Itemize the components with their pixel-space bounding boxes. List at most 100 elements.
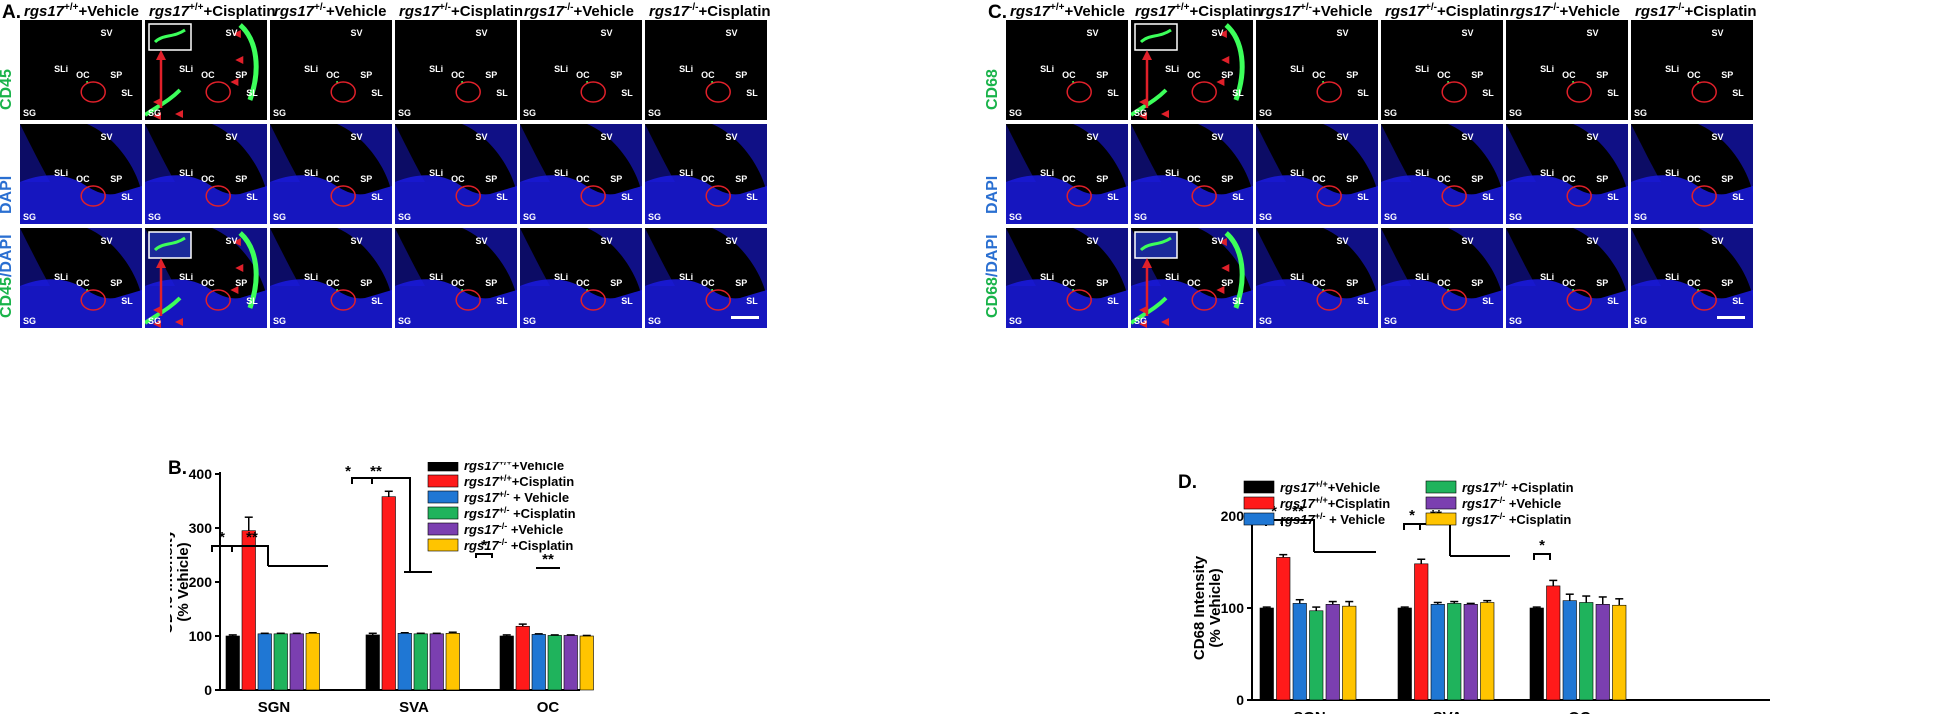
anatomy-label-sp: SP — [360, 278, 372, 288]
bar — [547, 635, 562, 691]
micrograph-tile: SV SLi OC SP SL SG — [395, 20, 517, 120]
column-genotype: +/+ — [1050, 2, 1065, 13]
column-gene: rgs17 — [1510, 3, 1551, 20]
anatomy-label-sp: SP — [1471, 174, 1483, 184]
anatomy-label-sv: SV — [1212, 28, 1224, 38]
error-bar — [1345, 600, 1354, 607]
anatomy-label-sl: SL — [621, 192, 633, 202]
anatomy-label-sli: SLi — [1290, 272, 1304, 282]
x-category-label: SVA — [399, 699, 429, 714]
anatomy-label-sl: SL — [621, 88, 633, 98]
error-bar — [448, 631, 457, 634]
error-bar — [1615, 598, 1624, 606]
significance-marker: * — [1409, 507, 1415, 524]
row-label-part: CD45 — [0, 277, 15, 318]
svg-text:rgs17+/++Vehicle: rgs17+/++Vehicle — [1280, 479, 1380, 495]
error-bar — [1328, 600, 1337, 605]
column-genotype: +/- — [1300, 2, 1312, 13]
column-gene: rgs17 — [524, 3, 565, 20]
column-header-a-0: rgs17+/++Vehicle — [24, 2, 139, 20]
anatomy-label-sg: SG — [1134, 212, 1147, 222]
anatomy-label-sli: SLi — [679, 64, 693, 74]
column-header-c-4: rgs17-/-+Vehicle — [1510, 2, 1620, 20]
anatomy-label-sv: SV — [226, 132, 238, 142]
anatomy-label-sv: SV — [1712, 132, 1724, 142]
column-genotype: +/- — [439, 2, 451, 13]
anatomy-label-sp: SP — [610, 174, 622, 184]
legend-entry: rgs17+/- +Cisplatin — [427, 505, 576, 521]
anatomy-label-sli: SLi — [1415, 168, 1429, 178]
column-header-a-3: rgs17+/-+Cisplatin — [399, 2, 523, 20]
column-genotype: +/+ — [189, 2, 204, 13]
anatomy-label-oc: OC — [451, 70, 465, 80]
significance-marker: * — [481, 537, 487, 554]
row-label-part: CD68 — [984, 69, 1001, 110]
column-gene: rgs17 — [149, 3, 190, 20]
anatomy-label-sli: SLi — [304, 64, 318, 74]
row-label-a-1: DAPI — [0, 176, 16, 214]
anatomy-label-sg: SG — [1634, 108, 1647, 118]
significance-marker: ** — [1292, 503, 1304, 520]
bar — [1529, 607, 1544, 701]
micrograph-tile: SV SLi OC SP SL SG — [520, 20, 642, 120]
anatomy-label-sv: SV — [601, 132, 613, 142]
micrograph-tile: SV SLi OC SP SL SG — [645, 228, 767, 328]
x-category-label: OC — [537, 699, 560, 714]
significance-marker: ** — [370, 463, 382, 480]
column-genotype: +/+ — [64, 2, 79, 13]
anatomy-label-sl: SL — [1107, 88, 1119, 98]
anatomy-label-sp: SP — [735, 278, 747, 288]
svg-text:rgs17-/- +Cisplatin: rgs17-/- +Cisplatin — [1462, 511, 1571, 527]
anatomy-label-sl: SL — [1482, 192, 1494, 202]
column-header-a-1: rgs17+/++Cisplatin — [149, 2, 276, 20]
micrograph-tile: SV SLi OC SP SL SG — [520, 228, 642, 328]
bar — [225, 635, 240, 691]
error-bar — [400, 632, 409, 634]
anatomy-label-sg: SG — [1009, 316, 1022, 326]
anatomy-label-sg: SG — [398, 108, 411, 118]
anatomy-label-oc: OC — [451, 278, 465, 288]
anatomy-label-sl: SL — [1732, 88, 1744, 98]
anatomy-label-sg: SG — [1259, 108, 1272, 118]
error-bar — [1598, 596, 1607, 605]
row-label-part: CD45 — [0, 69, 15, 110]
anatomy-label-oc: OC — [1312, 70, 1326, 80]
anatomy-label-sli: SLi — [554, 272, 568, 282]
anatomy-label-oc: OC — [1312, 278, 1326, 288]
error-bar — [416, 632, 425, 635]
anatomy-label-sli: SLi — [1665, 64, 1679, 74]
x-category-label: SVA — [1433, 709, 1463, 714]
row-label-part: /DAPI — [984, 234, 1001, 278]
error-bar — [1582, 595, 1591, 603]
micrograph-tile: SV SLi OC SP SL SG — [1256, 124, 1378, 224]
column-header-c-0: rgs17+/++Vehicle — [1010, 2, 1125, 20]
y-axis-label-unit: (% Vehicle) — [1207, 568, 1224, 647]
legend-entry: rgs17+/++Vehicle — [427, 462, 564, 473]
column-treatment: +Cisplatin — [1684, 3, 1757, 20]
micrograph-tile: SV SLi OC SP SL SG — [145, 228, 267, 328]
error-bar — [292, 632, 301, 635]
anatomy-label-sg: SG — [1259, 212, 1272, 222]
anatomy-label-sp: SP — [610, 70, 622, 80]
anatomy-label-sli: SLi — [1165, 272, 1179, 282]
micrograph-tile: SV SLi OC SP SL SG — [1631, 20, 1753, 120]
anatomy-label-oc: OC — [1437, 174, 1451, 184]
anatomy-label-sli: SLi — [679, 168, 693, 178]
column-genotype: +/- — [1425, 2, 1437, 13]
row-label-part: DAPI — [0, 175, 15, 214]
anatomy-label-sg: SG — [523, 316, 536, 326]
bar — [257, 633, 272, 691]
anatomy-label-sv: SV — [601, 236, 613, 246]
significance-marker: * — [1539, 537, 1545, 554]
svg-text:rgs17+/- +Cisplatin: rgs17+/- +Cisplatin — [464, 505, 576, 521]
anatomy-label-sg: SG — [273, 316, 286, 326]
anatomy-label-sli: SLi — [179, 272, 193, 282]
micrograph-tile: SV SLi OC SP SL SG — [395, 124, 517, 224]
anatomy-label-sl: SL — [1607, 88, 1619, 98]
anatomy-label-sp: SP — [1721, 278, 1733, 288]
chart-cd68-intensity: 0 100 200 CD68 Intensity(% Vehicle) SGN SVA OC… — [1191, 479, 1770, 714]
error-bar — [1466, 602, 1475, 605]
anatomy-label-sli: SLi — [1290, 168, 1304, 178]
chart-cd45-intensity: 0 100 200 300 400 CD45 Intensity (% Vehicle) SG… — [170, 462, 594, 714]
y-axis-label: CD45 Intensity — [170, 529, 176, 634]
